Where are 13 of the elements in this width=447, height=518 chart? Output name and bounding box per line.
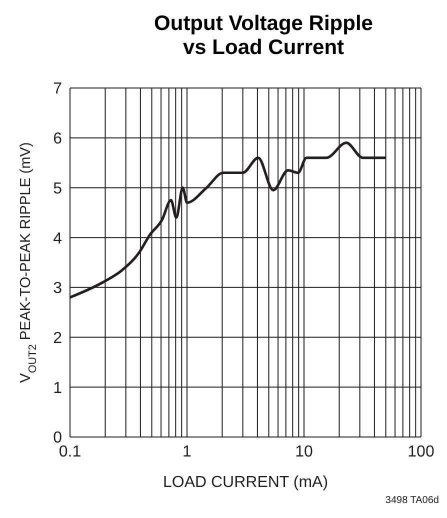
x-tick-label: 10 xyxy=(295,443,313,460)
chart-title: Output Voltage Ripple vs Load Current xyxy=(153,12,374,60)
x-axis-title: LOAD CURRENT (mA) xyxy=(162,474,328,491)
y-tick-label: 7 xyxy=(53,80,62,98)
y-tick-label: 2 xyxy=(53,330,62,347)
y-tick-label: 4 xyxy=(53,230,62,248)
y-tick-label: 6 xyxy=(53,130,62,148)
text: 3498 TA06d xyxy=(384,495,439,506)
x-tick-label: 100 xyxy=(408,443,434,460)
y-tick-label: 5 xyxy=(53,180,62,198)
x-tick-label: 1 xyxy=(182,443,192,460)
y-tick-label: 1 xyxy=(53,380,62,397)
y-tick-label: 3 xyxy=(53,280,62,298)
